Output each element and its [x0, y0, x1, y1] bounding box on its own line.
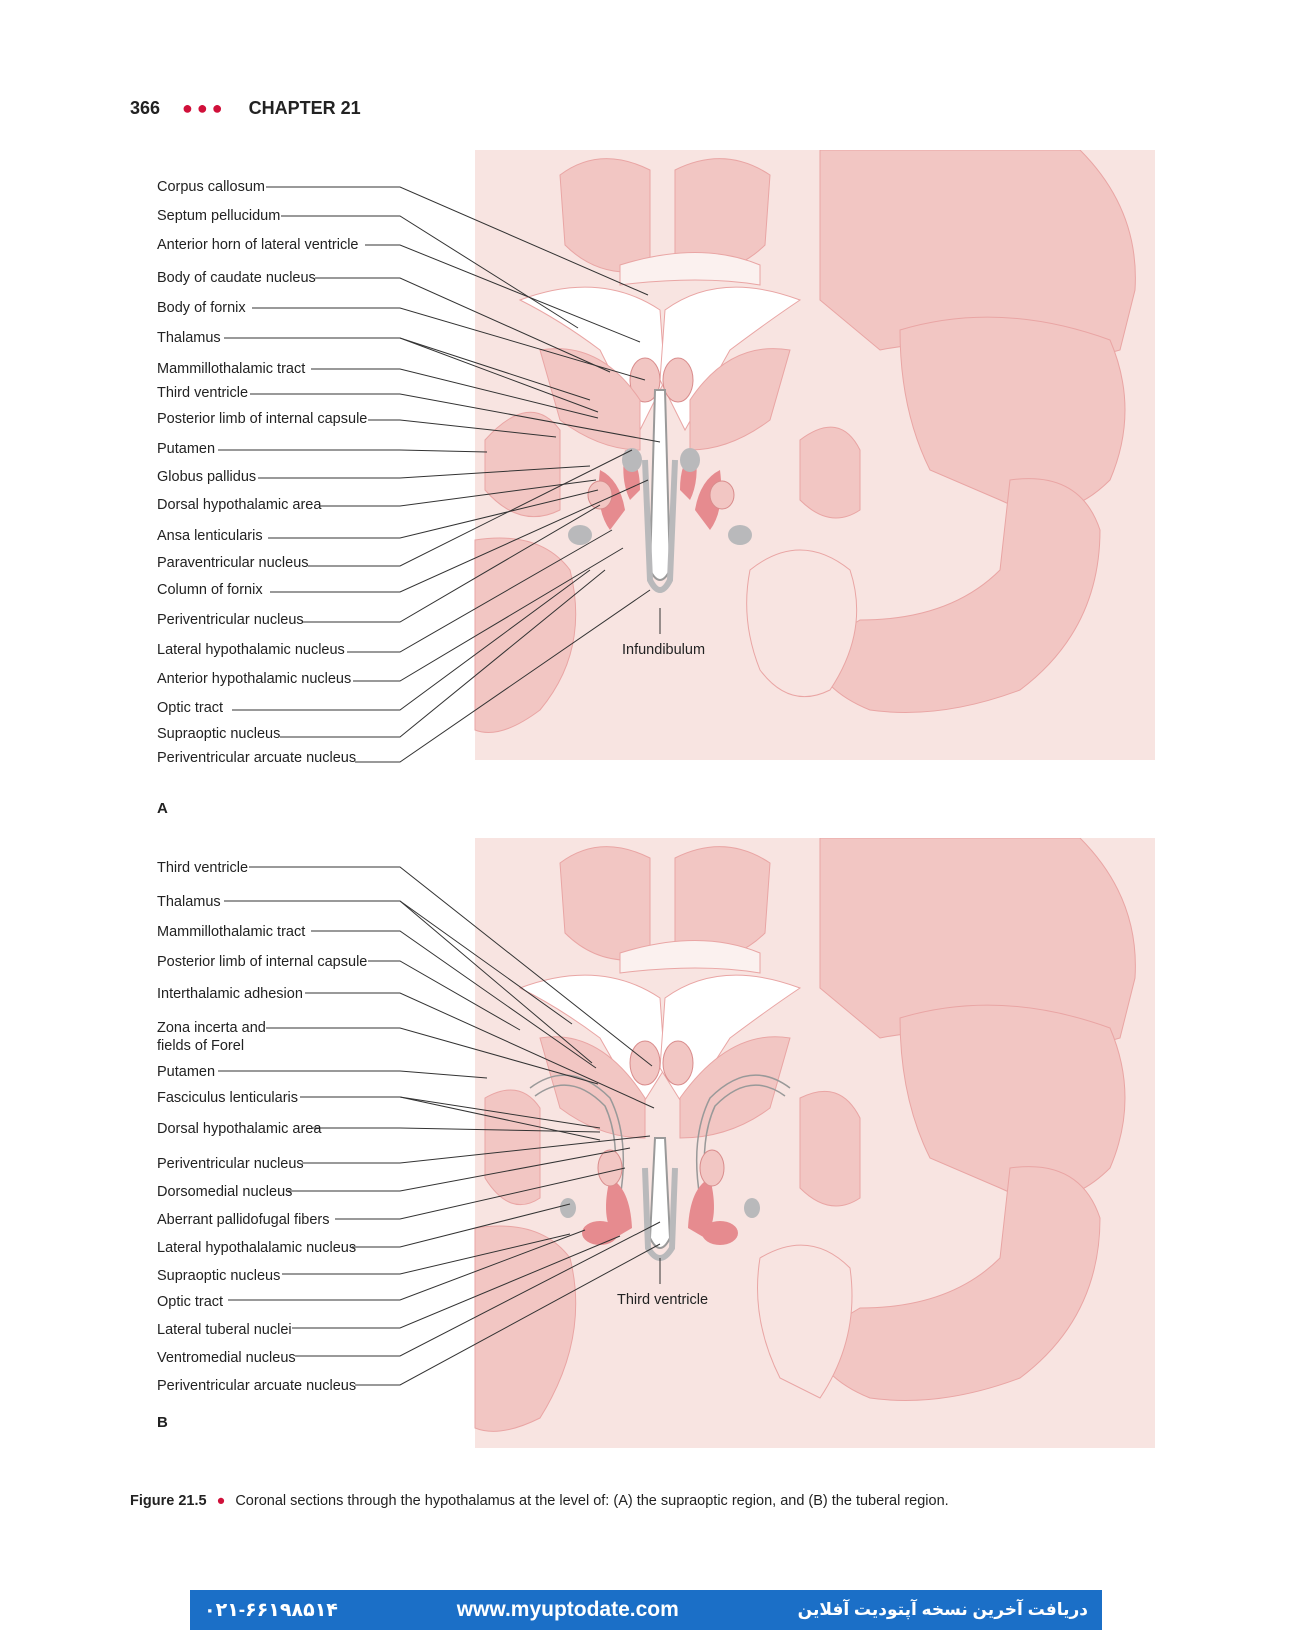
- figure-b-label: Periventricular arcuate nucleus: [157, 1378, 357, 1394]
- chapter-title: CHAPTER 21: [248, 98, 361, 118]
- figure-b-label: Mammillothalamic tract: [157, 924, 306, 940]
- figure-a-label: Anterior horn of lateral ventricle: [157, 237, 359, 253]
- figure-a-label: Septum pellucidum: [157, 208, 281, 224]
- figure-a-label: Lateral hypothalamic nucleus: [157, 642, 345, 658]
- figure-b-label: Fasciculus lenticularis: [157, 1090, 299, 1106]
- figure-b-label: Ventromedial nucleus: [157, 1350, 296, 1366]
- figure-b-label: Lateral tuberal nuclei: [157, 1322, 292, 1338]
- figure-b-label: Optic tract: [157, 1294, 224, 1310]
- figure-a: Corpus callosum Septum pellucidum Anterior…: [0, 150, 1294, 820]
- figure-a-label: Column of fornix: [157, 582, 263, 598]
- figure-b-label: Supraoptic nucleus: [157, 1268, 281, 1284]
- figure-b-illustration: [218, 838, 1155, 1448]
- figure-b-label: Aberrant pallidofugal fibers: [157, 1212, 330, 1228]
- figure-a-label: Body of fornix: [157, 300, 246, 316]
- promo-banner[interactable]: ۰۲۱-۶۶۱۹۸۵۱۴ www.myuptodate.com دریافت آ…: [190, 1590, 1102, 1630]
- figure-b-label: Zona incerta and: [157, 1020, 266, 1036]
- figure-b-label: Third ventricle: [157, 860, 249, 876]
- header-dots: ●●●: [182, 98, 227, 118]
- figure-b-label: Thalamus: [157, 894, 221, 910]
- figure-b-label: Periventricular nucleus: [157, 1156, 304, 1172]
- figure-a-label: Putamen: [157, 441, 216, 457]
- figure-a-label: Supraoptic nucleus: [157, 726, 281, 742]
- figure-a-label: Paraventricular nucleus: [157, 555, 309, 571]
- figure-a-label: Anterior hypothalamic nucleus: [157, 671, 352, 687]
- figure-b-label: fields of Forel: [157, 1038, 245, 1054]
- figure-a-label: Optic tract: [157, 700, 224, 716]
- figure-a-label: Periventricular arcuate nucleus: [157, 750, 357, 766]
- figure-a-label: Globus pallidus: [157, 469, 257, 485]
- banner-persian-text: دریافت آخرین نسخه آپتودیت آفلاین: [797, 1600, 1088, 1619]
- figure-a-label: Mammillothalamic tract: [157, 361, 306, 377]
- caption-label: Figure 21.5: [130, 1493, 207, 1509]
- figure-a-label: Posterior limb of internal capsule: [157, 411, 368, 427]
- page-header: 366 ●●● CHAPTER 21: [130, 98, 361, 119]
- figure-b-label: Putamen: [157, 1064, 216, 1080]
- figure-a-label: Body of caudate nucleus: [157, 270, 316, 286]
- figure-a-leader-lines: [218, 186, 661, 763]
- caption-text: Coronal sections through the hypothalamu…: [235, 1493, 949, 1509]
- third-ventricle-center-label: Third ventricle: [617, 1292, 709, 1308]
- figure-b-label: Posterior limb of internal capsule: [157, 954, 368, 970]
- figure-a-label: Dorsal hypothalamic area: [157, 497, 322, 513]
- figure-a-label: Third ventricle: [157, 385, 249, 401]
- banner-phone: ۰۲۱-۶۶۱۹۸۵۱۴: [204, 1599, 338, 1621]
- infundibulum-label: Infundibulum: [622, 642, 706, 658]
- figure-b-label: Interthalamic adhesion: [157, 986, 303, 1002]
- panel-letter-a: A: [157, 800, 168, 817]
- figure-a-label: Thalamus: [157, 330, 221, 346]
- figure-b-leader-lines: [218, 866, 661, 1386]
- figure-a-label: Corpus callosum: [157, 179, 265, 195]
- panel-letter-b: B: [157, 1414, 168, 1431]
- figure-b-label: Dorsomedial nucleus: [157, 1184, 293, 1200]
- figure-a-illustration: [218, 150, 1155, 763]
- page-number: 366: [130, 98, 161, 118]
- figure-caption: Figure 21.5 ● Coronal sections through the…: [130, 1493, 949, 1509]
- banner-url[interactable]: www.myuptodate.com: [456, 1598, 679, 1621]
- figure-b: Third ventricle Thalamus Mammillothalamic …: [0, 838, 1294, 1478]
- figure-b-label: Dorsal hypothalamic area: [157, 1121, 322, 1137]
- figure-a-label: Periventricular nucleus: [157, 612, 304, 628]
- figure-b-label: Lateral hypothalalamic nucleus: [157, 1240, 357, 1256]
- caption-bullet: ●: [216, 1493, 226, 1509]
- figure-a-label: Ansa lenticularis: [157, 528, 263, 544]
